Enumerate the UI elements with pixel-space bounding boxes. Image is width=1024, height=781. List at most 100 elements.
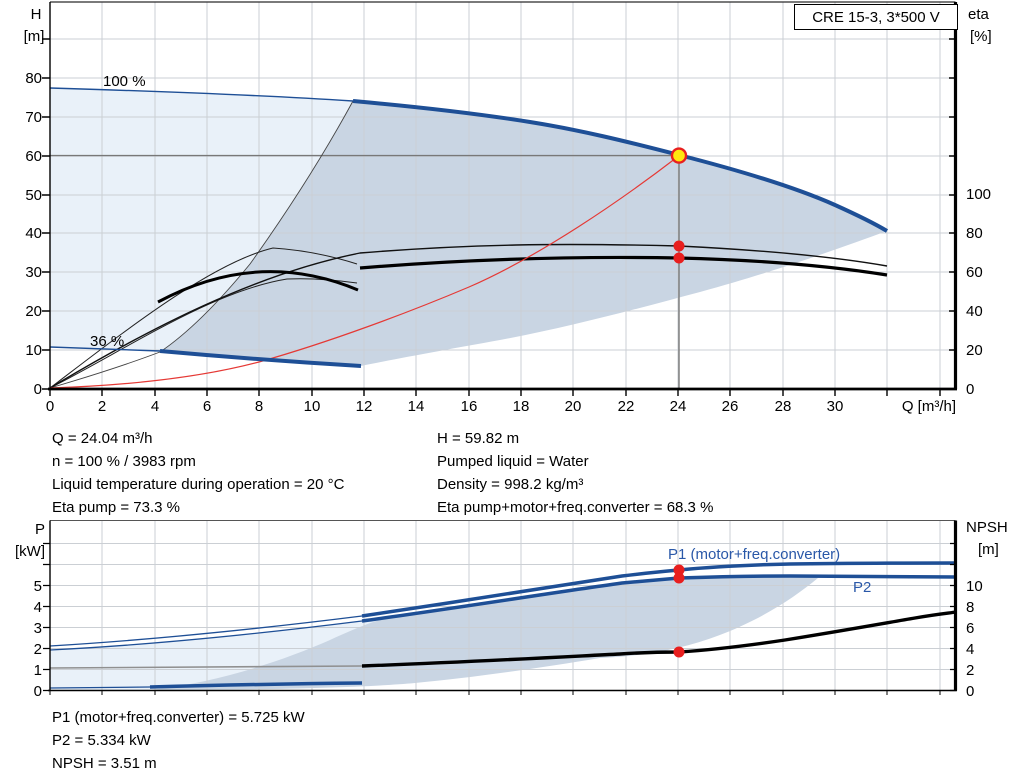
info-line-density: Density = 998.2 kg/m³	[437, 476, 584, 493]
p1-curve-thin	[49, 615, 363, 647]
speed-100pct-label: 100 %	[103, 73, 146, 90]
q-tick-label: 16	[461, 398, 478, 415]
p-tick-label: 5	[34, 578, 42, 595]
pump-model-box: CRE 15-3, 3*500 V	[794, 4, 958, 30]
head-curve-36pct	[159, 349, 362, 368]
info-line-pumped-liquid: Pumped liquid = Water	[437, 453, 589, 470]
affinity-boundary-line	[49, 100, 354, 389]
p2-curve-label: P2	[853, 579, 871, 596]
power-gridlines	[50, 521, 955, 690]
p-tick-label: 1	[34, 662, 42, 679]
operating-point-marker[interactable]	[670, 147, 688, 164]
npsh-curve-thin	[49, 665, 363, 669]
envelope-fill-light	[50, 88, 353, 352]
eta-pump-duty-dot	[673, 240, 685, 252]
h-tick-label: 30	[25, 264, 42, 281]
eta-axis-ticks	[949, 38, 956, 390]
p1-curve-label: P1 (motor+freq.converter)	[668, 546, 840, 563]
head-curve-100pct	[352, 99, 889, 233]
npsh-tick-label: 8	[966, 599, 974, 616]
p-axis-ticks	[43, 542, 50, 692]
info-line-npsh: NPSH = 3.51 m	[52, 755, 157, 772]
q-tick-label: 18	[513, 398, 530, 415]
info-line-speed: n = 100 % / 3983 rpm	[52, 453, 196, 470]
eta-tick-label: 40	[966, 303, 983, 320]
h-axis-title: H	[31, 6, 42, 23]
eta-tick-label: 60	[966, 264, 983, 281]
h-tick-label: 10	[25, 342, 42, 359]
q-tick-label: 6	[203, 398, 211, 415]
p-tick-label: 0	[34, 683, 42, 700]
h-tick-label: 50	[25, 187, 42, 204]
info-line-eta-pump: Eta pump = 73.3 %	[52, 499, 180, 516]
eta-total-curve	[359, 255, 888, 277]
h-tick-label: 80	[25, 70, 42, 87]
info-line-q: Q = 24.04 m³/h	[52, 430, 153, 447]
info-line-eta-total: Eta pump+motor+freq.converter = 68.3 %	[437, 499, 714, 516]
p2-duty-dot	[673, 572, 685, 584]
head-curve-36pct-thin	[49, 346, 161, 352]
eta-arc-reduced-speed-1	[49, 247, 358, 389]
q-tick-label: 22	[618, 398, 635, 415]
eta-pump-curve	[49, 243, 888, 389]
q-tick-label: 24	[670, 398, 687, 415]
q-axis-ticks-bottom	[49, 691, 941, 695]
info-line-p1: P1 (motor+freq.converter) = 5.725 kW	[52, 709, 305, 726]
npsh-tick-label: 10	[966, 578, 983, 595]
npsh-axis-unit: [m]	[978, 541, 999, 558]
npsh-tick-label: 0	[966, 683, 974, 700]
p-axis-unit: [kW]	[15, 543, 45, 560]
eta-tick-label: 80	[966, 225, 983, 242]
duty-info-left-column: Q = 24.04 m³/h n = 100 % / 3983 rpm Liqu…	[52, 427, 344, 519]
eta-total-duty-dot	[673, 252, 685, 264]
h-tick-label: 0	[34, 381, 42, 398]
p-tick-label: 2	[34, 641, 42, 658]
q-tick-label: 30	[827, 398, 844, 415]
eta-tick-label: 0	[966, 381, 974, 398]
h-axis-unit: [m]	[24, 28, 45, 45]
eta-tick-label: 20	[966, 342, 983, 359]
q-tick-label: 12	[356, 398, 373, 415]
power-curve-36pct	[149, 681, 363, 689]
eta-curve-36pct	[157, 270, 359, 304]
q-tick-label: 20	[565, 398, 582, 415]
h-axis-ticks	[42, 38, 50, 390]
q-tick-label: 10	[304, 398, 321, 415]
p1-duty-dot	[673, 564, 685, 576]
eta-axis-unit: [%]	[970, 28, 992, 45]
info-line-p2: P2 = 5.334 kW	[52, 732, 151, 749]
head-curve-100pct-thin	[49, 87, 354, 102]
npsh-duty-dot	[673, 646, 685, 658]
q-tick-label: 14	[408, 398, 425, 415]
h-tick-label: 20	[25, 303, 42, 320]
q-tick-label: 28	[775, 398, 792, 415]
h-tick-label: 40	[25, 225, 42, 242]
pump-model-label: CRE 15-3, 3*500 V	[812, 8, 940, 26]
npsh-axis-ticks	[950, 542, 956, 692]
q-tick-label: 2	[98, 398, 106, 415]
q-axis-title: Q [m³/h]	[902, 398, 956, 415]
speed-36pct-label: 36 %	[90, 333, 124, 350]
npsh-axis-title: NPSH	[966, 519, 1008, 536]
q-axis-ticks-top	[49, 390, 941, 396]
power-info-column: P1 (motor+freq.converter) = 5.725 kW P2 …	[52, 706, 305, 775]
q-tick-label: 26	[722, 398, 739, 415]
npsh-curve	[361, 610, 957, 668]
q-tick-label: 0	[46, 398, 54, 415]
eta-axis-title: eta	[968, 6, 990, 23]
q-tick-label: 8	[255, 398, 263, 415]
h-tick-label: 60	[25, 148, 42, 165]
p-axis-title: P	[35, 521, 45, 538]
eta-tick-label: 100	[966, 186, 991, 203]
power-envelope-fill-dark	[150, 575, 818, 690]
npsh-tick-label: 2	[966, 662, 974, 679]
duty-info-right-column: H = 59.82 m Pumped liquid = Water Densit…	[437, 427, 713, 519]
info-line-liquid-temp: Liquid temperature during operation = 20…	[52, 476, 345, 493]
system-curve	[49, 157, 677, 389]
power-curve-36pct-thin	[49, 686, 151, 689]
q-tick-label: 4	[151, 398, 159, 415]
p-tick-label: 4	[34, 599, 42, 616]
p-tick-label: 3	[34, 620, 42, 637]
npsh-tick-label: 6	[966, 620, 974, 637]
